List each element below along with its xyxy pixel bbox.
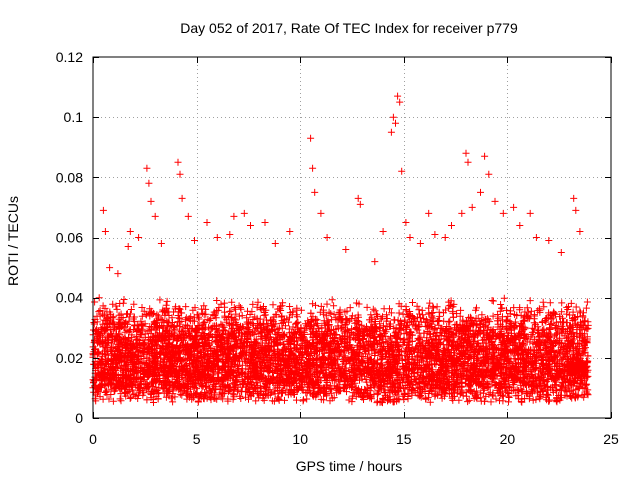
x-tick-label: 5	[193, 431, 201, 447]
data-point	[271, 240, 279, 247]
data-point	[576, 228, 584, 235]
data-point	[176, 170, 184, 178]
data-point	[425, 209, 433, 217]
data-point	[114, 270, 122, 278]
data-point	[145, 179, 153, 187]
data-point	[147, 197, 155, 205]
data-point	[392, 119, 399, 127]
x-tick-label: 20	[500, 431, 516, 447]
data-point	[143, 164, 151, 172]
data-point	[448, 222, 455, 229]
data-point	[307, 134, 315, 142]
data-point	[342, 246, 350, 253]
data-point	[441, 234, 449, 241]
data-point	[570, 194, 578, 202]
data-point	[230, 212, 238, 220]
data-point	[545, 237, 553, 244]
data-point	[126, 228, 134, 235]
data-point	[95, 294, 103, 302]
data-point	[510, 203, 518, 211]
data-point	[416, 240, 424, 247]
data-point	[184, 212, 192, 220]
x-tick-label: 0	[89, 431, 97, 447]
data-point	[317, 209, 325, 217]
roti-background-band	[89, 294, 592, 407]
data-point	[572, 206, 580, 214]
data-point	[499, 209, 507, 217]
data-point	[394, 92, 402, 100]
data-point	[371, 258, 379, 266]
data-point	[406, 234, 414, 241]
data-point	[389, 113, 397, 121]
data-point	[247, 222, 254, 229]
data-point	[462, 149, 470, 157]
y-tick-label: 0	[75, 410, 83, 426]
y-tick-label: 0.02	[56, 350, 83, 366]
data-point	[191, 237, 198, 244]
data-point	[240, 209, 248, 217]
data-point	[532, 234, 540, 241]
data-point	[458, 209, 466, 217]
data-point	[101, 228, 109, 235]
x-tick-label: 10	[292, 431, 308, 447]
data-point	[431, 231, 439, 238]
data-point	[396, 98, 404, 106]
data-point	[354, 194, 362, 202]
data-point	[477, 188, 484, 196]
x-tick-label: 15	[396, 431, 412, 447]
axis-ticks: 0 5 10 15 20 25 0 0.02 0.04 0.06 0.08 0.1 0.12	[56, 49, 619, 447]
data-point	[356, 200, 364, 208]
data-point	[261, 219, 269, 226]
data-point	[178, 194, 186, 202]
data-point	[286, 228, 294, 235]
data-point	[464, 158, 472, 166]
data-point	[174, 158, 182, 166]
data-point	[135, 234, 143, 241]
y-tick-label: 0.12	[56, 49, 83, 65]
data-point	[99, 206, 107, 214]
data-point	[203, 219, 211, 226]
data-point	[398, 167, 406, 175]
data-point	[309, 164, 317, 172]
x-axis-label: GPS time / hours	[296, 458, 403, 474]
y-tick-label: 0.06	[56, 230, 83, 246]
data-point	[226, 231, 234, 238]
y-tick-label: 0.08	[56, 169, 83, 185]
data-point	[557, 249, 565, 256]
x-tick-label: 25	[603, 431, 619, 447]
data-point	[526, 209, 534, 217]
y-tick-label: 0.1	[64, 109, 84, 125]
data-point	[481, 152, 489, 160]
data-point	[402, 219, 410, 226]
y-tick-label: 0.04	[56, 290, 83, 306]
data-point	[151, 212, 159, 220]
data-point	[157, 240, 165, 247]
data-points	[89, 92, 592, 407]
data-point	[213, 234, 221, 241]
data-point	[387, 128, 395, 136]
plot-frame	[92, 56, 612, 419]
data-point	[468, 203, 476, 211]
data-point	[323, 234, 331, 241]
data-point	[491, 197, 499, 205]
y-axis-label: ROTI / TECUs	[5, 196, 21, 286]
data-point	[379, 228, 387, 235]
chart-title: Day 052 of 2017, Rate Of TEC Index for r…	[180, 20, 518, 36]
data-point	[311, 188, 319, 196]
data-point	[516, 222, 524, 229]
data-point	[485, 170, 493, 178]
data-point	[106, 264, 114, 272]
data-point	[124, 243, 132, 250]
